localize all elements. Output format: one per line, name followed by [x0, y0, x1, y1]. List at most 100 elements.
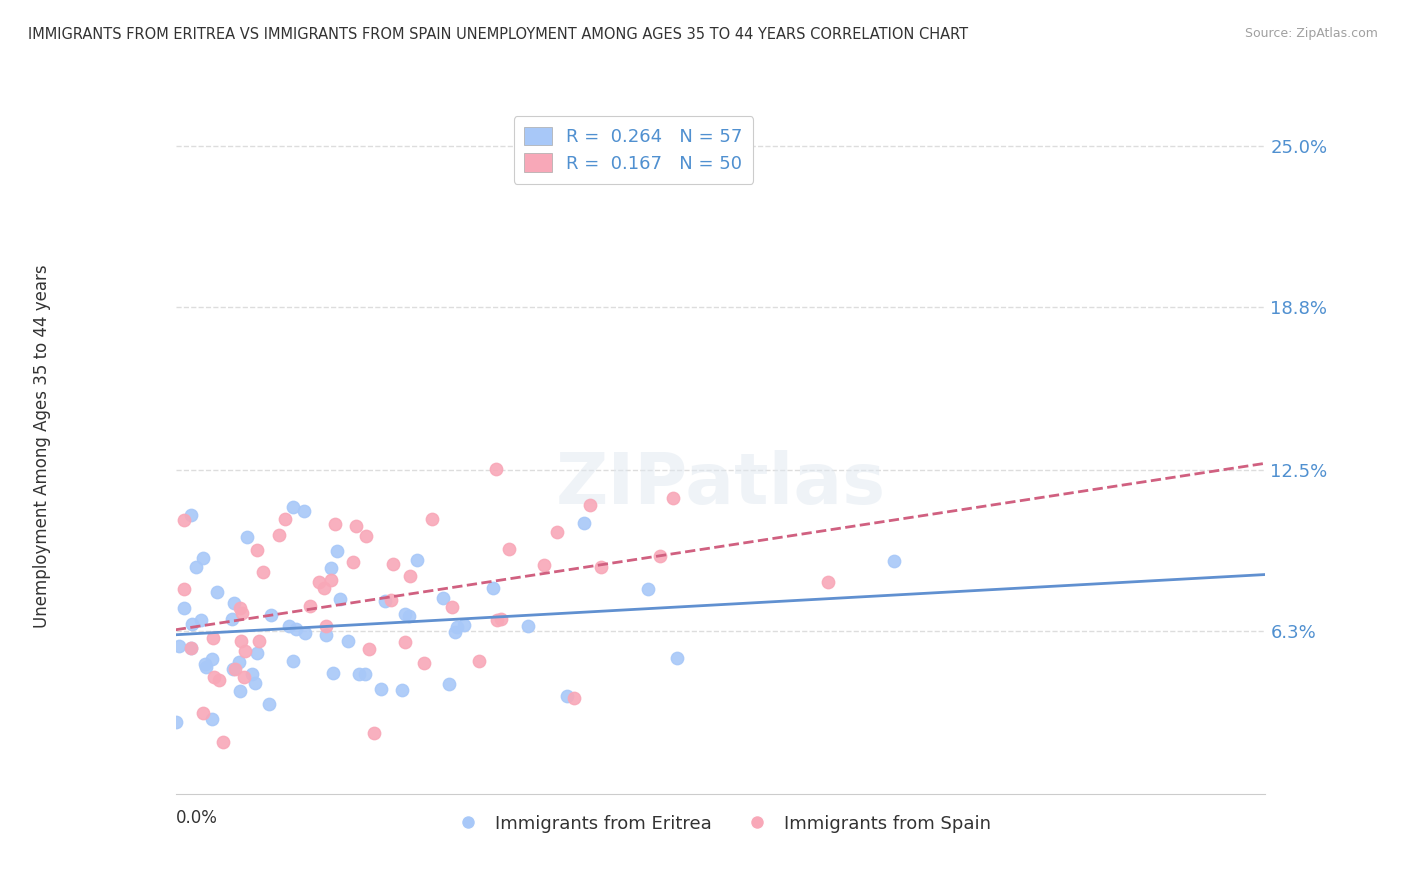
- Point: [277, 619, 299, 633]
- Point: [246, 646, 269, 660]
- Point: [180, 508, 202, 522]
- Point: [482, 582, 505, 596]
- Point: [229, 634, 252, 648]
- Point: [354, 528, 377, 542]
- Point: [441, 599, 464, 614]
- Point: [173, 582, 195, 596]
- Point: [247, 633, 270, 648]
- Point: [564, 691, 586, 706]
- Point: [412, 656, 434, 670]
- Point: [394, 634, 416, 648]
- Point: [363, 726, 385, 740]
- Point: [485, 462, 508, 476]
- Point: [439, 676, 461, 690]
- Point: [180, 640, 202, 655]
- Point: [246, 543, 269, 558]
- Point: [195, 659, 218, 673]
- Point: [165, 715, 187, 730]
- Point: [648, 549, 671, 564]
- Point: [201, 631, 224, 645]
- Point: [498, 541, 520, 556]
- Point: [398, 569, 420, 583]
- Point: [446, 620, 468, 634]
- Text: Unemployment Among Ages 35 to 44 years: Unemployment Among Ages 35 to 44 years: [34, 264, 51, 628]
- Point: [420, 512, 443, 526]
- Point: [661, 491, 683, 505]
- Point: [546, 524, 568, 539]
- Point: [398, 609, 420, 624]
- Point: [391, 683, 413, 698]
- Point: [173, 513, 195, 527]
- Point: [394, 607, 416, 622]
- Point: [533, 558, 555, 572]
- Point: [202, 670, 225, 684]
- Point: [269, 528, 291, 542]
- Point: [233, 644, 256, 658]
- Text: 0.0%: 0.0%: [176, 809, 218, 827]
- Point: [322, 665, 344, 680]
- Point: [319, 561, 342, 575]
- Text: ZIPatlas: ZIPatlas: [555, 450, 886, 519]
- Point: [191, 706, 214, 720]
- Point: [229, 600, 252, 615]
- Point: [201, 651, 224, 665]
- Point: [637, 582, 659, 596]
- Point: [201, 712, 224, 726]
- Point: [173, 601, 195, 615]
- Point: [207, 585, 229, 599]
- Point: [321, 573, 343, 587]
- Point: [342, 555, 364, 569]
- Point: [325, 543, 347, 558]
- Point: [229, 684, 252, 698]
- Point: [194, 657, 217, 671]
- Point: [315, 627, 337, 641]
- Point: [260, 607, 283, 622]
- Point: [190, 613, 212, 627]
- Point: [353, 667, 375, 681]
- Point: [228, 655, 250, 669]
- Point: [357, 642, 380, 657]
- Point: [285, 623, 308, 637]
- Point: [315, 619, 337, 633]
- Point: [224, 596, 246, 610]
- Point: [380, 592, 402, 607]
- Point: [222, 662, 245, 676]
- Point: [344, 519, 367, 533]
- Point: [281, 655, 304, 669]
- Point: [578, 498, 600, 512]
- Point: [468, 654, 491, 668]
- Point: [180, 617, 202, 632]
- Point: [299, 599, 322, 613]
- Point: [211, 735, 233, 749]
- Point: [312, 582, 335, 596]
- Point: [240, 667, 263, 681]
- Text: IMMIGRANTS FROM ERITREA VS IMMIGRANTS FROM SPAIN UNEMPLOYMENT AMONG AGES 35 TO 4: IMMIGRANTS FROM ERITREA VS IMMIGRANTS FR…: [28, 27, 969, 42]
- Point: [191, 551, 214, 566]
- Point: [180, 641, 202, 656]
- Point: [489, 612, 512, 626]
- Point: [817, 574, 839, 589]
- Point: [329, 592, 352, 607]
- Point: [294, 626, 316, 640]
- Point: [274, 512, 297, 526]
- Point: [486, 613, 509, 627]
- Point: [292, 504, 315, 518]
- Point: [516, 619, 538, 633]
- Point: [221, 612, 243, 626]
- Point: [883, 554, 905, 568]
- Point: [444, 625, 467, 640]
- Point: [336, 634, 359, 648]
- Point: [555, 689, 578, 703]
- Point: [382, 558, 405, 572]
- Point: [283, 500, 305, 515]
- Point: [167, 639, 190, 653]
- Point: [224, 662, 246, 676]
- Point: [233, 670, 256, 684]
- Point: [572, 516, 595, 531]
- Point: [257, 697, 280, 711]
- Point: [235, 530, 257, 544]
- Point: [453, 618, 475, 632]
- Point: [665, 651, 688, 665]
- Point: [208, 673, 231, 688]
- Point: [370, 681, 392, 696]
